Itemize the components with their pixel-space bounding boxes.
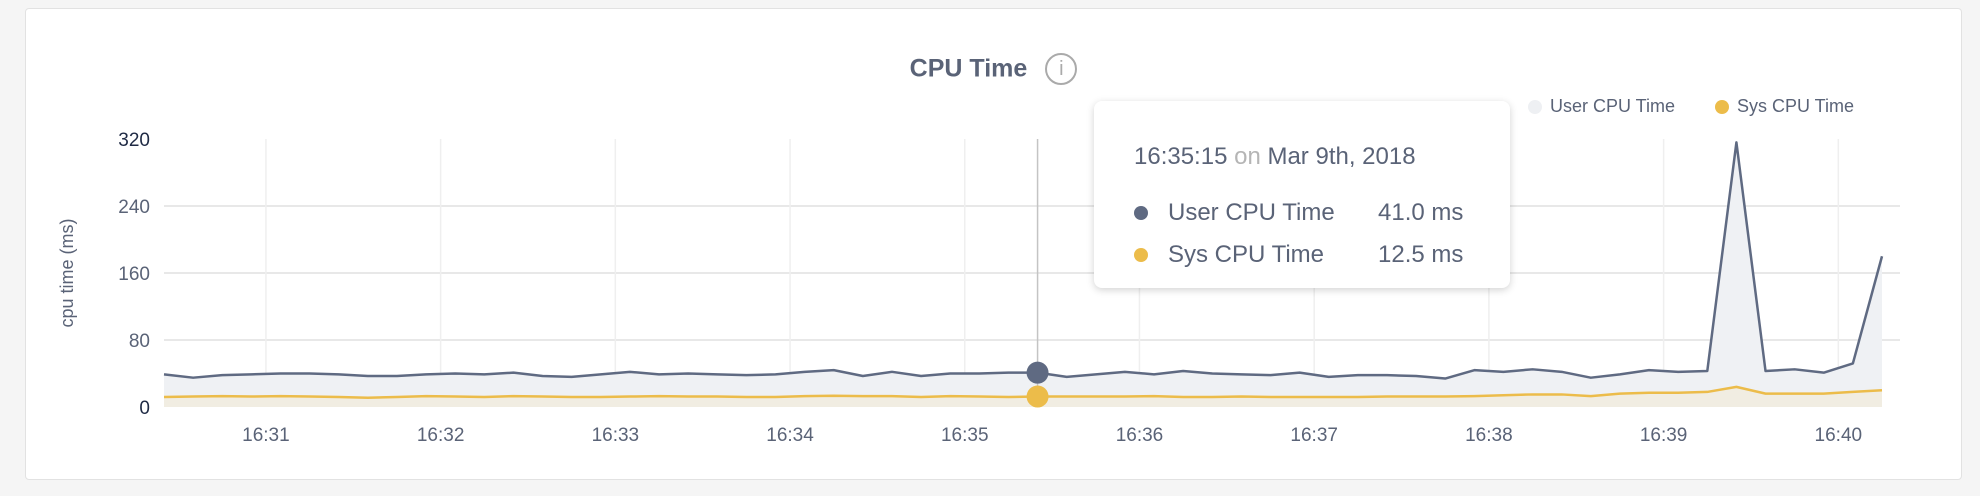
tooltip-value: 41.0 ms: [1378, 199, 1464, 226]
tooltip-on: on: [1234, 143, 1261, 170]
tooltip-label: User CPU Time: [1168, 199, 1335, 226]
y-tick-label: 320: [118, 130, 150, 151]
tooltip-swatch: [1134, 248, 1148, 262]
tooltip: 16:35:15 on Mar 9th, 2018 User CPU Time 4…: [1094, 101, 1510, 288]
user-cpu-line: [163, 141, 1884, 380]
y-axis-label: cpu time (ms): [57, 218, 77, 327]
legend-label: User CPU Time: [1549, 96, 1675, 116]
sys-cpu-hover-point: [1026, 385, 1049, 408]
user-cpu-area: [164, 142, 1882, 407]
legend-item-sys[interactable]: Sys CPU Time: [1714, 96, 1854, 117]
x-tick-label: 16:39: [1640, 425, 1688, 446]
y-tick-label: 80: [129, 331, 150, 352]
tooltip-date: Mar 9th, 2018: [1267, 143, 1416, 170]
chart-title: CPU Time: [909, 54, 1028, 83]
y-tick-label: 240: [118, 197, 150, 218]
x-tick-label: 16:36: [1116, 425, 1164, 446]
x-tick-label: 16:38: [1465, 425, 1513, 446]
x-tick-label: 16:32: [417, 425, 465, 446]
legend-label: Sys CPU Time: [1736, 96, 1854, 116]
tooltip-timestamp: 16:35:15 on Mar 9th, 2018: [1134, 143, 1416, 171]
x-tick-label: 16:37: [1290, 425, 1338, 446]
tooltip-time: 16:35:15: [1134, 143, 1228, 170]
x-tick-label: 16:33: [592, 425, 640, 446]
legend: User CPU Time Sys CPU Time: [1527, 96, 1854, 117]
tooltip-value: 12.5 ms: [1378, 241, 1464, 268]
legend-swatch: [1527, 99, 1542, 114]
legend-swatch: [1714, 99, 1729, 114]
user-cpu-hover-point: [1026, 361, 1049, 384]
legend-item-user[interactable]: User CPU Time: [1527, 96, 1675, 117]
tooltip-label: Sys CPU Time: [1168, 241, 1325, 268]
x-tick-label: 16:31: [242, 425, 290, 446]
tooltip-row-sys: Sys CPU Time 12.5 ms: [1134, 241, 1463, 269]
sys-cpu-line: [163, 385, 1883, 400]
x-tick-label: 16:34: [766, 425, 814, 446]
x-tick-label: 16:40: [1815, 425, 1863, 446]
tooltip-row-user: User CPU Time 41.0 ms: [1134, 199, 1463, 227]
x-tick-label: 16:35: [941, 425, 989, 446]
y-tick-label: 0: [139, 398, 150, 419]
info-circle-icon[interactable]: i: [1045, 53, 1078, 85]
chart-title-row: CPU Time i: [26, 53, 1961, 85]
y-tick-label: 160: [118, 264, 150, 285]
tooltip-swatch: [1134, 206, 1148, 220]
